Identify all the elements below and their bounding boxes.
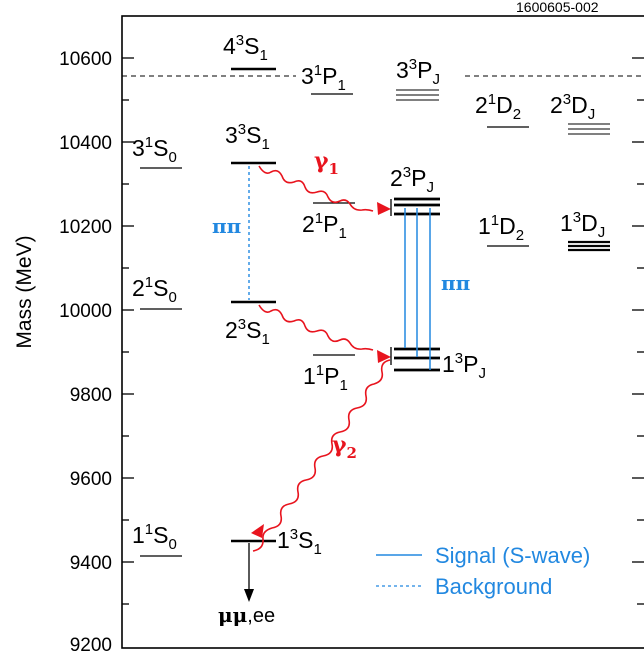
gamma2-wave [252,359,391,552]
tick-label-10200: 10200 [59,217,112,238]
state-label-1-1P1: 11P1 [303,362,348,394]
state-label-1-1S0: 11S0 [132,521,177,553]
state-label-4-3S1: 43S1 [223,32,268,64]
legend-background-label: Background [435,574,552,599]
y-axis-ticks [122,57,644,605]
gamma1-label: γ1 [314,148,339,178]
tick-label-9800: 9800 [70,385,112,406]
state-label-1-1D2: 11D2 [478,212,524,244]
legend: Signal (S-wave) Background [376,543,590,599]
state-label-2-1S0: 21S0 [132,274,177,306]
state-labels: 43S1 31P1 33PJ 21D2 23DJ 31S0 33S1 23PJ … [132,32,605,558]
tick-label-9600: 9600 [70,469,112,490]
state-label-1-3S1: 13S1 [277,526,322,558]
gamma-2s-wave [258,304,374,351]
state-label-2-1D2: 21D2 [475,91,521,123]
photon-arrowheads [251,202,391,538]
energy-levels [140,67,610,557]
state-label-2-3S1: 23S1 [225,316,270,348]
tick-label-10400: 10400 [59,133,112,154]
tick-label-9400: 9400 [70,553,112,574]
state-label-3-3S1: 33S1 [225,121,270,153]
legend-signal-label: Signal (S-wave) [435,543,590,568]
tick-label-10600: 10600 [59,49,112,70]
state-label-2-3DJ: 23DJ [550,91,595,123]
state-label-2-1P1: 21P1 [302,210,347,242]
tick-label-9200: 9200 [70,635,112,656]
decay-arrowhead [244,589,254,602]
level-2-3DJ [568,123,610,135]
state-label-3-1P1: 31P1 [301,62,346,94]
gamma1-wave [258,165,374,212]
state-label-3-3PJ: 33PJ [396,56,440,88]
y-axis-label: Mass (MeV) [13,235,36,348]
photon-transitions [252,165,391,552]
state-label-3-1S0: 31S0 [132,134,177,166]
pipi-label-left: ππ [212,214,241,238]
pipi-label-right: ππ [441,271,470,295]
pipi-transitions-solid [404,208,431,370]
level-1-3DJ [568,240,610,252]
level-3-3PJ [396,89,439,101]
plot-frame [121,15,644,649]
gamma2-label: γ2 [332,432,357,462]
state-label-2-3PJ: 23PJ [390,164,434,196]
y-tick-labels: 10600 10400 10200 10000 9800 9600 9400 9… [59,49,112,656]
state-label-1-3DJ: 13DJ [560,209,605,241]
tick-label-10000: 10000 [59,301,112,322]
decay-products-label: μμ,ee [218,603,275,627]
figure-id: 1600605-002 [516,0,599,15]
state-label-1-3PJ: 13PJ [442,350,486,382]
